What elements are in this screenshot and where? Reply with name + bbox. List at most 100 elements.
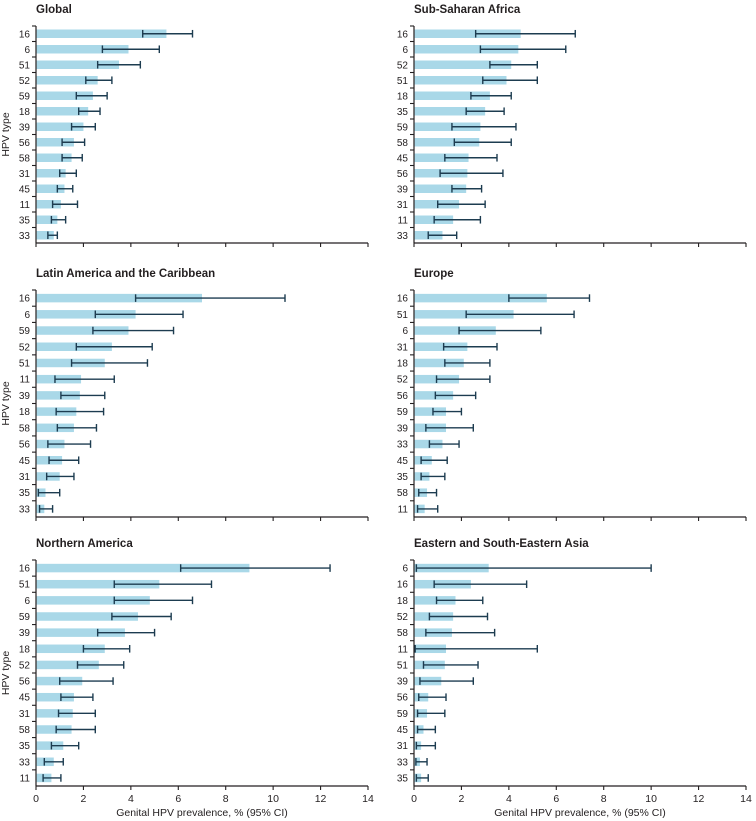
ci-hpv-31: [57, 709, 96, 718]
ci-hpv-6: [94, 310, 184, 319]
ci-hpv-33: [427, 231, 458, 240]
ci-hpv-33: [415, 757, 428, 766]
y-tick-label: 45: [397, 725, 409, 736]
y-tick-label: 16: [19, 294, 31, 305]
x-tick-label: 8: [223, 793, 229, 805]
ci-hpv-35: [465, 107, 505, 116]
chart-title: Sub-Saharan Africa: [414, 4, 521, 16]
latin-america-caribbean-chart-svg: 16 6 59 52 51 11 39 18 58 56 45 31 35 33 HPV type Latin…: [0, 268, 369, 521]
y-tick-label: 35: [397, 472, 409, 483]
ci-hpv-59: [75, 91, 108, 100]
ci-hpv-35: [50, 741, 80, 750]
chart-title: Europe: [414, 268, 454, 280]
ci-hpv-39: [425, 424, 474, 432]
chart-title: Latin America and the Caribbean: [36, 268, 215, 280]
y-tick-label: 58: [397, 488, 409, 499]
y-tick-label: 6: [24, 45, 30, 56]
y-tick-label: 35: [397, 107, 409, 118]
bar-hpv-18: [414, 91, 490, 100]
ci-hpv-6: [101, 45, 161, 54]
chart-panel-sub-saharan-africa: 16 6 52 51 18 35 59 58 45 56 39 31 11 33 Sub-Saharan A…: [378, 0, 756, 260]
y-tick-label: 6: [402, 564, 408, 575]
y-tick-label: 31: [19, 709, 31, 720]
chart-title: Eastern and South-Eastern Asia: [414, 538, 589, 550]
bar-hpv-59: [36, 326, 129, 335]
x-tick-label: 4: [128, 793, 134, 805]
y-tick-label: 35: [19, 488, 31, 499]
y-tick-label: 39: [397, 423, 409, 434]
ci-hpv-56: [434, 391, 477, 400]
y-tick-label: 52: [397, 375, 409, 386]
bar-hpv-35: [414, 107, 486, 116]
y-tick-label: 11: [20, 200, 31, 211]
x-tick-label: 4: [506, 793, 512, 805]
ci-hpv-18: [470, 91, 512, 100]
bar-hpv-58: [36, 153, 72, 162]
ci-hpv-6: [479, 45, 567, 54]
ci-hpv-39: [419, 677, 474, 685]
y-tick-label: 6: [24, 596, 30, 607]
global-chart-svg: 16 6 51 52 59 18 39 56 58 31 45 11 35 33 HPV type Globa…: [0, 4, 369, 247]
bar-hpv-59: [414, 407, 447, 416]
chart-panel-global: 16 6 51 52 59 18 39 56 58 31 45 11 35 33 HPV type Globa…: [0, 0, 378, 260]
y-tick-label: 31: [397, 200, 409, 211]
chart-title: Global: [36, 4, 72, 16]
bar-hpv-16: [36, 29, 167, 38]
x-tick-label: 8: [601, 793, 607, 805]
ci-hpv-56: [439, 169, 504, 178]
ci-hpv-39: [96, 628, 156, 637]
bar-hpv-52: [36, 342, 112, 351]
x-tick-label: 14: [740, 793, 752, 805]
ci-hpv-45: [420, 456, 448, 465]
y-tick-label: 33: [397, 757, 409, 768]
ci-hpv-56: [59, 677, 114, 685]
x-tick-label: 10: [645, 793, 657, 805]
y-tick-label: 59: [397, 407, 409, 418]
bar-hpv-6: [414, 326, 496, 335]
y-tick-label: 11: [398, 215, 409, 226]
bar-hpv-35: [36, 741, 64, 750]
bar-hpv-45: [414, 153, 469, 162]
bar-hpv-31: [414, 342, 468, 351]
ci-hpv-39: [70, 122, 96, 131]
y-tick-label: 18: [19, 407, 31, 418]
x-tick-label: 6: [553, 793, 559, 805]
bar-hpv-35: [36, 215, 58, 224]
ci-hpv-11: [433, 215, 482, 224]
y-tick-label: 45: [397, 456, 409, 467]
y-tick-label: 11: [398, 644, 409, 655]
ci-hpv-52: [76, 661, 125, 669]
ci-hpv-35: [50, 215, 67, 224]
bar-hpv-52: [414, 60, 512, 69]
bar-hpv-52: [36, 660, 99, 670]
bar-hpv-51: [36, 60, 119, 69]
y-tick-label: 51: [19, 358, 31, 369]
bar-hpv-58: [36, 725, 72, 734]
y-tick-label: 52: [19, 660, 31, 671]
y-tick-label: 58: [19, 725, 31, 736]
y-tick-label: 58: [19, 423, 31, 434]
y-tick-label: 58: [19, 153, 31, 164]
ci-hpv-6: [458, 326, 542, 335]
eastern-south-eastern-asia-chart-svg: 6 16 18 52 58 11 51 39 56 59 45 31 33 350 2 4 6 8 10 12 14 Ge…: [397, 538, 752, 819]
ci-hpv-51: [70, 359, 149, 367]
bar-hpv-16: [36, 563, 250, 573]
ci-hpv-58: [56, 424, 98, 432]
bar-hpv-45: [36, 184, 65, 193]
y-tick-label: 52: [19, 76, 31, 87]
chart-panel-europe: 16 51 6 31 18 52 56 59 39 33 45 35 58 11 Europe: [378, 260, 756, 530]
y-tick-label: 39: [19, 628, 31, 639]
ci-hpv-18: [444, 359, 491, 367]
ci-hpv-58: [61, 153, 83, 162]
y-tick-label: 31: [397, 741, 409, 752]
ci-hpv-31: [437, 200, 486, 209]
bar-hpv-51: [414, 310, 514, 319]
bar-hpv-39: [36, 391, 80, 400]
y-tick-label: 35: [19, 741, 31, 752]
ci-hpv-31: [442, 342, 498, 351]
bar-hpv-31: [36, 709, 73, 718]
ci-hpv-59: [451, 122, 517, 131]
ci-hpv-51: [96, 60, 142, 69]
bar-hpv-39: [36, 628, 125, 637]
chart-panel-latin-america-and-the-caribbean: 16 6 59 52 51 11 39 18 58 56 45 31 35 33 HPV type Latin…: [0, 260, 378, 530]
